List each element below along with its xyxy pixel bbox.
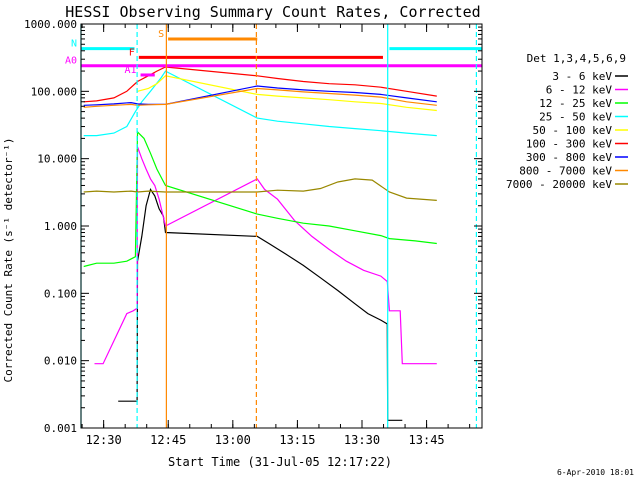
legend-label-4: 50 - 100 keV <box>533 124 613 137</box>
legend-label-2: 12 - 25 keV <box>539 97 612 110</box>
y-axis-label: Corrected Count Rate (s⁻¹ detector⁻¹) <box>2 137 15 382</box>
chart-title: HESSI Observing Summary Count Rates, Cor… <box>65 3 480 21</box>
series-line-0 <box>118 187 403 421</box>
flag-label-3: F <box>129 47 135 58</box>
legend-label-1: 6 - 12 keV <box>546 84 613 97</box>
x-axis-label: Start Time (31-Jul-05 12:17:22) <box>168 455 392 469</box>
series-line-8 <box>83 178 437 201</box>
plot-frame <box>80 23 483 429</box>
x-tick-label-5: 13:45 <box>409 433 445 447</box>
legend-label-7: 800 - 7000 keV <box>519 165 612 178</box>
footer-date: 6-Apr-2010 18:01 <box>557 468 634 477</box>
legend-title: Det 1,3,4,5,6,9 <box>527 52 626 65</box>
y-tick-label-6: 1000.000 <box>24 18 77 31</box>
series-line-2 <box>83 130 437 268</box>
series-line-4 <box>137 75 437 112</box>
series-line-6 <box>83 85 437 106</box>
flag-label-5: A1 <box>125 65 137 76</box>
x-tick-label-0: 12:30 <box>86 433 122 447</box>
flag-label-1: N <box>71 39 77 50</box>
axes-layer: 0.001 0.010 0.100 1.000 10.000 100.000 1000.00… <box>24 18 483 447</box>
legend-label-3: 25 - 50 keV <box>539 111 612 124</box>
x-tick-label-1: 12:45 <box>150 433 186 447</box>
y-tick-label-5: 100.000 <box>31 85 77 98</box>
y-tick-label-1: 0.010 <box>44 355 77 368</box>
flag-label-4: A0 <box>65 56 77 67</box>
y-tick-label-0: 0.001 <box>44 422 77 435</box>
series-line-5 <box>83 66 437 103</box>
legend-label-0: 3 - 6 keV <box>552 70 612 83</box>
vertical-lines-layer <box>80 24 478 428</box>
legend-label-6: 300 - 800 keV <box>526 151 612 164</box>
series-line-1 <box>94 146 437 365</box>
y-tick-label-3: 1.000 <box>44 220 77 233</box>
legend-label-8: 7000 - 20000 keV <box>506 178 612 191</box>
series-line-7 <box>83 87 437 108</box>
series-line-3 <box>83 70 437 137</box>
y-tick-label-2: 0.100 <box>44 287 77 300</box>
legend-label-5: 100 - 300 keV <box>526 138 612 151</box>
x-tick-label-4: 13:30 <box>344 433 380 447</box>
flag-label-0: S <box>158 29 164 40</box>
flag-layer: S N F A0 A1 <box>65 29 482 77</box>
x-tick-label-3: 13:15 <box>279 433 315 447</box>
x-tick-label-2: 13:00 <box>215 433 251 447</box>
y-tick-label-4: 10.000 <box>37 153 77 166</box>
